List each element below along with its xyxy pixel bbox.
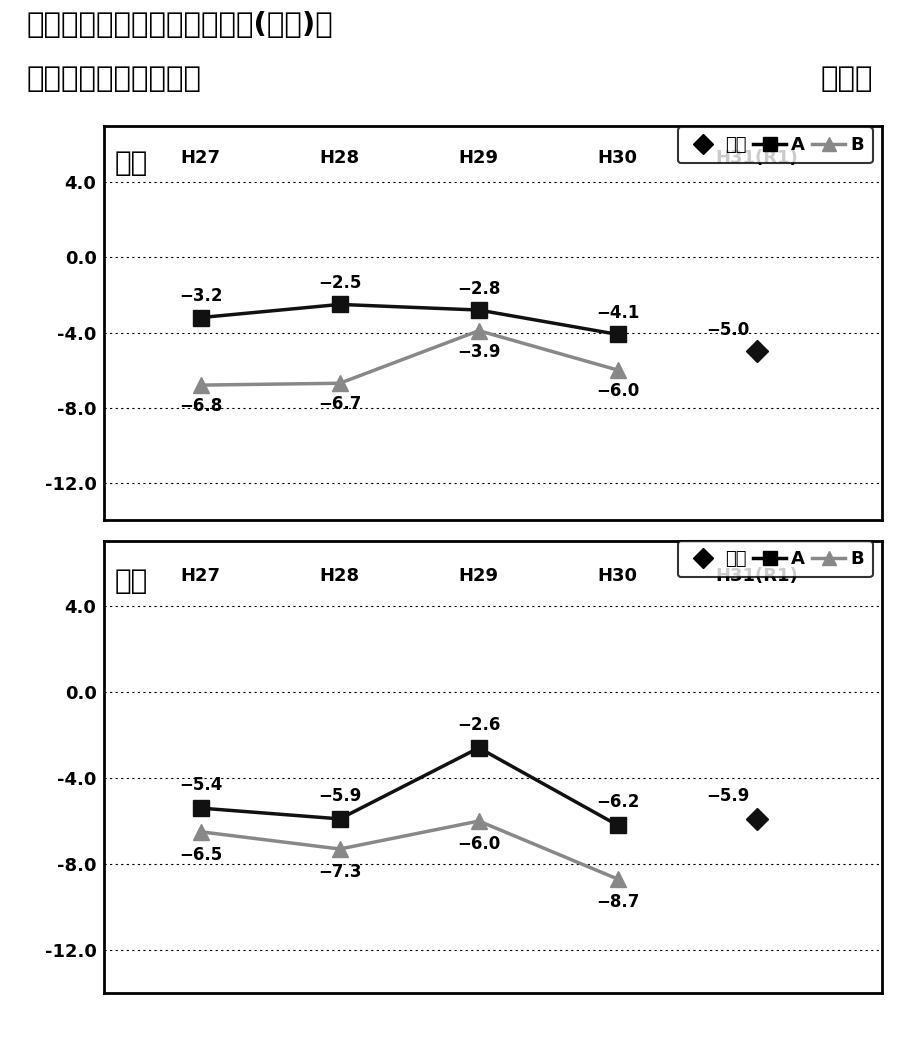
- Text: −2.5: −2.5: [318, 274, 362, 292]
- Text: H29: H29: [459, 568, 499, 585]
- Text: H29: H29: [459, 148, 499, 167]
- Text: −6.0: −6.0: [596, 383, 640, 400]
- Text: −6.8: −6.8: [179, 397, 222, 415]
- Text: 平均正答率の経年変化: 平均正答率の経年変化: [27, 65, 202, 94]
- Text: H28: H28: [320, 148, 360, 167]
- Text: −6.0: −6.0: [457, 834, 500, 853]
- Text: 小学校: 小学校: [821, 65, 873, 94]
- Legend: 国語, A, B: 国語, A, B: [678, 127, 873, 163]
- Text: −6.7: −6.7: [318, 395, 362, 413]
- Text: H30: H30: [598, 568, 638, 585]
- Text: −2.6: −2.6: [457, 716, 500, 734]
- Text: −7.3: −7.3: [318, 863, 362, 881]
- Text: −4.1: −4.1: [596, 304, 640, 323]
- Text: H31(R1): H31(R1): [716, 568, 798, 585]
- Legend: 算数, A, B: 算数, A, B: [678, 541, 873, 577]
- Text: −6.2: −6.2: [596, 794, 640, 811]
- Text: H27: H27: [181, 568, 220, 585]
- Text: −3.2: −3.2: [179, 287, 222, 306]
- Text: 宗谷管内の平均正答率－全国(公立)の: 宗谷管内の平均正答率－全国(公立)の: [27, 11, 334, 39]
- Text: −5.0: −5.0: [706, 322, 750, 339]
- Text: H30: H30: [598, 148, 638, 167]
- Text: −2.8: −2.8: [457, 280, 500, 297]
- Text: H31(R1): H31(R1): [716, 148, 798, 167]
- Text: −3.9: −3.9: [457, 343, 500, 360]
- Text: −5.9: −5.9: [318, 787, 362, 805]
- Text: −5.9: −5.9: [706, 787, 750, 805]
- Text: 国語: 国語: [114, 148, 148, 177]
- Text: H27: H27: [181, 148, 220, 167]
- Text: 算数: 算数: [114, 568, 148, 595]
- Text: −6.5: −6.5: [179, 846, 222, 864]
- Text: −8.7: −8.7: [596, 893, 640, 911]
- Text: −5.4: −5.4: [179, 776, 222, 795]
- Text: H28: H28: [320, 568, 360, 585]
